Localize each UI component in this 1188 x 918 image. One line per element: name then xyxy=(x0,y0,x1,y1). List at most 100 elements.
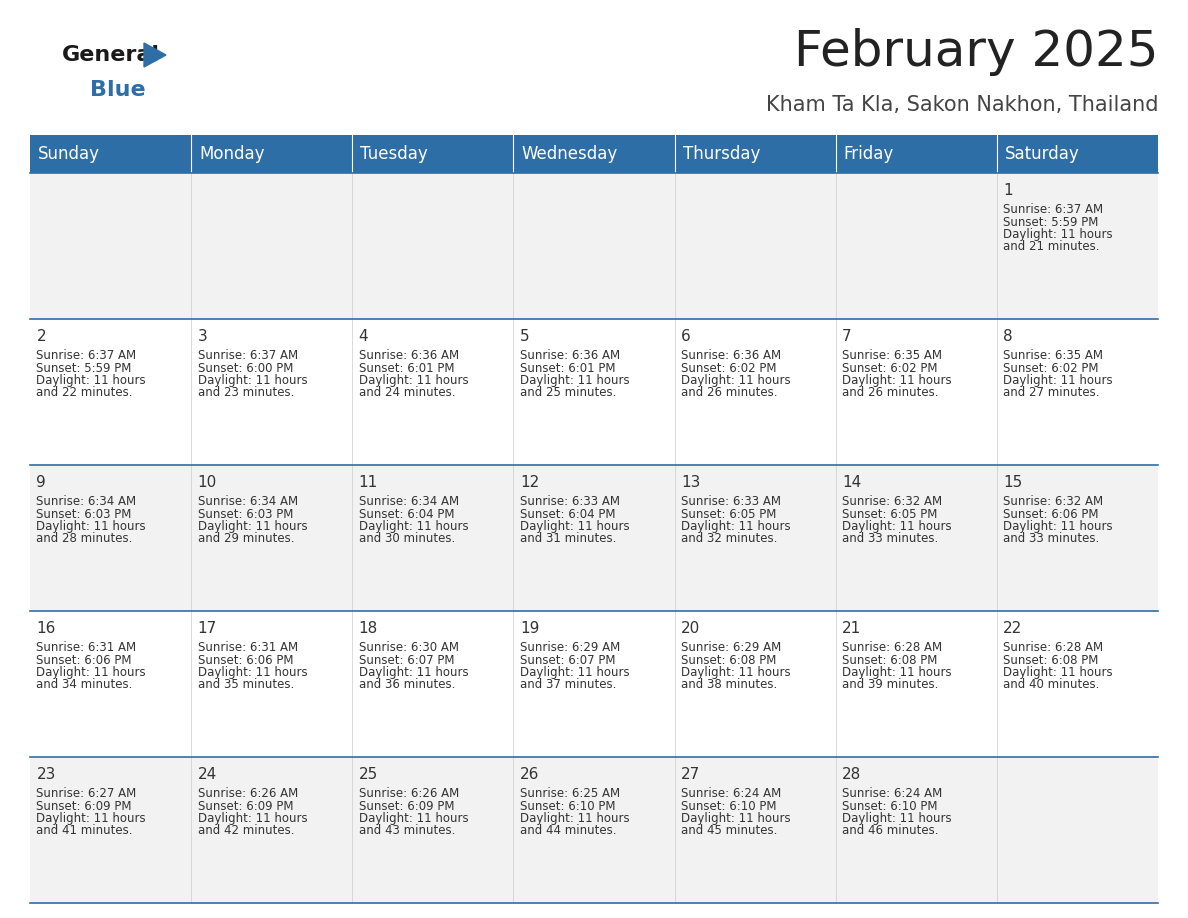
Text: 11: 11 xyxy=(359,476,378,490)
Text: 24: 24 xyxy=(197,767,217,782)
Text: Friday: Friday xyxy=(843,145,895,163)
Text: Sunset: 6:04 PM: Sunset: 6:04 PM xyxy=(520,508,615,521)
Text: and 41 minutes.: and 41 minutes. xyxy=(37,824,133,837)
Text: Daylight: 11 hours: Daylight: 11 hours xyxy=(842,666,952,679)
Text: Sunset: 6:10 PM: Sunset: 6:10 PM xyxy=(681,800,777,812)
Bar xyxy=(191,135,353,173)
Text: and 40 minutes.: and 40 minutes. xyxy=(1004,678,1100,691)
Text: Sunset: 6:07 PM: Sunset: 6:07 PM xyxy=(359,654,454,666)
Text: Daylight: 11 hours: Daylight: 11 hours xyxy=(1004,666,1113,679)
Text: and 21 minutes.: and 21 minutes. xyxy=(1004,241,1100,253)
Text: Sunrise: 6:31 AM: Sunrise: 6:31 AM xyxy=(37,641,137,655)
Text: and 32 minutes.: and 32 minutes. xyxy=(681,532,777,545)
Text: 14: 14 xyxy=(842,476,861,490)
Text: Sunrise: 6:29 AM: Sunrise: 6:29 AM xyxy=(520,641,620,655)
Text: Sunrise: 6:36 AM: Sunrise: 6:36 AM xyxy=(520,349,620,363)
Text: and 28 minutes.: and 28 minutes. xyxy=(37,532,133,545)
Text: Sunrise: 6:37 AM: Sunrise: 6:37 AM xyxy=(1004,203,1104,217)
Text: Daylight: 11 hours: Daylight: 11 hours xyxy=(37,520,146,532)
Bar xyxy=(675,135,835,173)
Text: Sunset: 6:09 PM: Sunset: 6:09 PM xyxy=(37,800,132,812)
Text: 1: 1 xyxy=(1004,184,1013,198)
Text: Sunset: 6:04 PM: Sunset: 6:04 PM xyxy=(359,508,454,521)
Text: Sunset: 6:05 PM: Sunset: 6:05 PM xyxy=(842,508,937,521)
Text: 13: 13 xyxy=(681,476,701,490)
Text: Daylight: 11 hours: Daylight: 11 hours xyxy=(1004,228,1113,241)
Text: Sunset: 6:08 PM: Sunset: 6:08 PM xyxy=(1004,654,1099,666)
Text: February 2025: February 2025 xyxy=(794,28,1158,76)
Text: Daylight: 11 hours: Daylight: 11 hours xyxy=(197,520,308,532)
Text: Sunrise: 6:36 AM: Sunrise: 6:36 AM xyxy=(359,349,459,363)
Text: 4: 4 xyxy=(359,330,368,344)
Text: Sunrise: 6:35 AM: Sunrise: 6:35 AM xyxy=(842,349,942,363)
Text: Daylight: 11 hours: Daylight: 11 hours xyxy=(681,666,791,679)
Text: Daylight: 11 hours: Daylight: 11 hours xyxy=(37,666,146,679)
Text: Sunrise: 6:34 AM: Sunrise: 6:34 AM xyxy=(37,495,137,509)
Text: Sunrise: 6:37 AM: Sunrise: 6:37 AM xyxy=(197,349,298,363)
Text: Sunset: 6:02 PM: Sunset: 6:02 PM xyxy=(1004,362,1099,375)
Text: Sunset: 6:03 PM: Sunset: 6:03 PM xyxy=(197,508,293,521)
Text: 20: 20 xyxy=(681,621,700,636)
Text: 8: 8 xyxy=(1004,330,1013,344)
Text: 2: 2 xyxy=(37,330,46,344)
Text: 6: 6 xyxy=(681,330,690,344)
Text: 23: 23 xyxy=(37,767,56,782)
Text: 3: 3 xyxy=(197,330,208,344)
Text: Sunset: 6:01 PM: Sunset: 6:01 PM xyxy=(520,362,615,375)
Text: 26: 26 xyxy=(520,767,539,782)
Text: Daylight: 11 hours: Daylight: 11 hours xyxy=(37,812,146,825)
Text: 25: 25 xyxy=(359,767,378,782)
Text: Sunset: 6:02 PM: Sunset: 6:02 PM xyxy=(681,362,777,375)
Text: and 37 minutes.: and 37 minutes. xyxy=(520,678,617,691)
Text: Sunrise: 6:34 AM: Sunrise: 6:34 AM xyxy=(359,495,459,509)
Text: and 42 minutes.: and 42 minutes. xyxy=(197,824,295,837)
Text: Sunset: 6:10 PM: Sunset: 6:10 PM xyxy=(842,800,937,812)
Text: 19: 19 xyxy=(520,621,539,636)
Text: Daylight: 11 hours: Daylight: 11 hours xyxy=(842,520,952,532)
Text: and 31 minutes.: and 31 minutes. xyxy=(520,532,617,545)
Text: and 25 minutes.: and 25 minutes. xyxy=(520,386,617,399)
Bar xyxy=(30,319,1158,465)
Text: Daylight: 11 hours: Daylight: 11 hours xyxy=(197,374,308,386)
Text: Daylight: 11 hours: Daylight: 11 hours xyxy=(520,812,630,825)
Text: and 23 minutes.: and 23 minutes. xyxy=(197,386,293,399)
Text: and 34 minutes.: and 34 minutes. xyxy=(37,678,133,691)
Text: Blue: Blue xyxy=(90,80,146,100)
Text: Sunrise: 6:36 AM: Sunrise: 6:36 AM xyxy=(681,349,782,363)
Bar xyxy=(30,173,1158,319)
Text: Sunset: 6:06 PM: Sunset: 6:06 PM xyxy=(197,654,293,666)
Text: Daylight: 11 hours: Daylight: 11 hours xyxy=(197,812,308,825)
Bar xyxy=(30,611,1158,757)
Text: Daylight: 11 hours: Daylight: 11 hours xyxy=(1004,374,1113,386)
Bar xyxy=(835,135,997,173)
Text: and 27 minutes.: and 27 minutes. xyxy=(1004,386,1100,399)
Text: 22: 22 xyxy=(1004,621,1023,636)
Text: Daylight: 11 hours: Daylight: 11 hours xyxy=(359,666,468,679)
Text: and 24 minutes.: and 24 minutes. xyxy=(359,386,455,399)
Text: Monday: Monday xyxy=(200,145,265,163)
Text: 27: 27 xyxy=(681,767,700,782)
Text: General: General xyxy=(62,45,160,65)
Text: Sunrise: 6:32 AM: Sunrise: 6:32 AM xyxy=(1004,495,1104,509)
Text: and 33 minutes.: and 33 minutes. xyxy=(1004,532,1100,545)
Text: Sunrise: 6:26 AM: Sunrise: 6:26 AM xyxy=(197,788,298,800)
Text: 12: 12 xyxy=(520,476,539,490)
Text: 17: 17 xyxy=(197,621,217,636)
Text: Daylight: 11 hours: Daylight: 11 hours xyxy=(359,520,468,532)
Text: Sunrise: 6:31 AM: Sunrise: 6:31 AM xyxy=(197,641,298,655)
Text: Sunset: 6:03 PM: Sunset: 6:03 PM xyxy=(37,508,132,521)
Text: and 45 minutes.: and 45 minutes. xyxy=(681,824,777,837)
Bar xyxy=(353,135,513,173)
Text: Sunrise: 6:28 AM: Sunrise: 6:28 AM xyxy=(842,641,942,655)
Text: and 36 minutes.: and 36 minutes. xyxy=(359,678,455,691)
Text: 5: 5 xyxy=(520,330,530,344)
Bar xyxy=(997,135,1158,173)
Text: Tuesday: Tuesday xyxy=(360,145,428,163)
Text: Sunrise: 6:24 AM: Sunrise: 6:24 AM xyxy=(842,788,942,800)
Text: Daylight: 11 hours: Daylight: 11 hours xyxy=(681,812,791,825)
Polygon shape xyxy=(144,43,166,67)
Text: 15: 15 xyxy=(1004,476,1023,490)
Text: and 30 minutes.: and 30 minutes. xyxy=(359,532,455,545)
Bar xyxy=(513,135,675,173)
Text: 16: 16 xyxy=(37,621,56,636)
